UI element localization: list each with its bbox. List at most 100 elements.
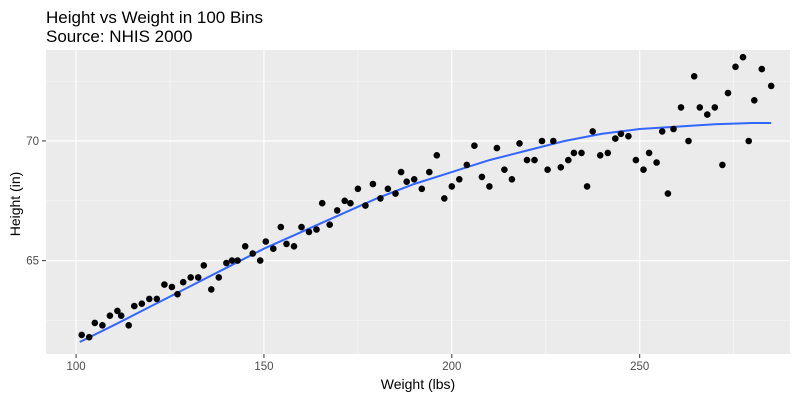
x-tick-label: 250: [630, 361, 649, 373]
data-point: [283, 240, 290, 248]
data-point: [194, 274, 202, 281]
data-point: [215, 274, 223, 281]
data-point: [612, 135, 619, 142]
data-point: [249, 250, 256, 257]
data-point: [724, 89, 732, 97]
data-point: [516, 140, 523, 147]
data-point: [471, 142, 478, 149]
x-tick-label: 150: [254, 361, 273, 373]
data-point: [277, 223, 285, 231]
data-point: [604, 149, 612, 157]
data-point: [448, 183, 456, 190]
data-point: [426, 168, 433, 176]
data-point: [463, 161, 471, 169]
chart-title: Height vs Weight in 100 Bins: [46, 8, 263, 27]
data-point: [589, 128, 596, 135]
data-point: [704, 111, 711, 118]
x-tick-label: 200: [442, 361, 461, 373]
data-point: [99, 322, 106, 329]
data-point: [234, 257, 241, 264]
data-point: [625, 132, 632, 140]
scatter-points: [78, 53, 775, 341]
data-point: [384, 185, 392, 193]
data-point: [732, 63, 739, 71]
data-point: [187, 274, 194, 281]
data-point: [433, 152, 441, 159]
data-point: [146, 295, 153, 303]
data-point: [670, 125, 677, 133]
data-point: [305, 228, 313, 236]
data-point: [523, 156, 531, 164]
data-point: [200, 262, 208, 269]
data-point: [570, 149, 578, 157]
data-point: [565, 156, 572, 164]
data-point: [208, 286, 215, 293]
data-point: [745, 137, 752, 145]
data-point: [578, 149, 585, 157]
data-point: [739, 53, 747, 61]
data-point: [538, 137, 546, 145]
data-point: [645, 149, 653, 157]
data-point: [333, 207, 341, 214]
data-point: [677, 104, 685, 111]
data-point: [174, 290, 181, 298]
data-point: [318, 199, 326, 207]
data-point: [354, 185, 362, 193]
data-point: [758, 65, 766, 73]
data-point: [377, 195, 384, 202]
data-point: [664, 190, 672, 197]
data-point: [313, 226, 320, 233]
data-point: [290, 243, 298, 250]
data-point: [347, 199, 354, 207]
data-point: [418, 185, 426, 193]
data-point: [362, 202, 369, 209]
data-point: [767, 82, 775, 90]
data-point: [131, 302, 138, 310]
data-point: [223, 259, 230, 267]
y-axis-ticks: 65 70: [26, 136, 46, 268]
data-point: [653, 159, 660, 166]
data-point: [179, 278, 187, 286]
data-point: [751, 97, 758, 104]
data-point: [326, 221, 334, 228]
data-point: [696, 104, 704, 111]
x-axis-title: Weight (lbs): [381, 376, 455, 392]
data-point: [557, 164, 565, 171]
data-point: [241, 243, 249, 250]
data-point: [501, 166, 508, 173]
data-point: [441, 195, 448, 202]
data-point: [153, 295, 161, 303]
y-tick-label: 70: [26, 136, 39, 148]
data-point: [690, 73, 698, 80]
data-point: [596, 152, 604, 159]
major-gridlines: [46, 50, 790, 354]
data-point: [685, 137, 692, 145]
data-point: [486, 183, 493, 190]
data-point: [583, 183, 591, 190]
y-tick-label: 65: [26, 256, 39, 268]
data-point: [138, 300, 146, 308]
data-point: [256, 257, 264, 264]
data-point: [493, 144, 501, 152]
data-point: [270, 245, 277, 252]
y-axis-title: Height (in): [7, 172, 23, 237]
data-point: [544, 166, 551, 173]
data-point: [478, 173, 486, 181]
data-point: [711, 104, 719, 111]
data-point: [262, 238, 270, 245]
chart-subtitle: Source: NHIS 2000: [46, 27, 192, 46]
x-axis-ticks: 100 150 200 250: [66, 354, 649, 373]
minor-gridlines: [46, 50, 790, 354]
data-point: [85, 333, 93, 341]
data-point: [161, 281, 168, 288]
data-point: [78, 331, 85, 339]
data-point: [410, 176, 418, 183]
data-point: [617, 130, 625, 138]
data-point: [106, 312, 114, 320]
data-point: [392, 190, 399, 197]
data-point: [298, 223, 305, 231]
data-point: [550, 137, 557, 145]
data-point: [228, 257, 236, 264]
data-point: [369, 180, 377, 188]
